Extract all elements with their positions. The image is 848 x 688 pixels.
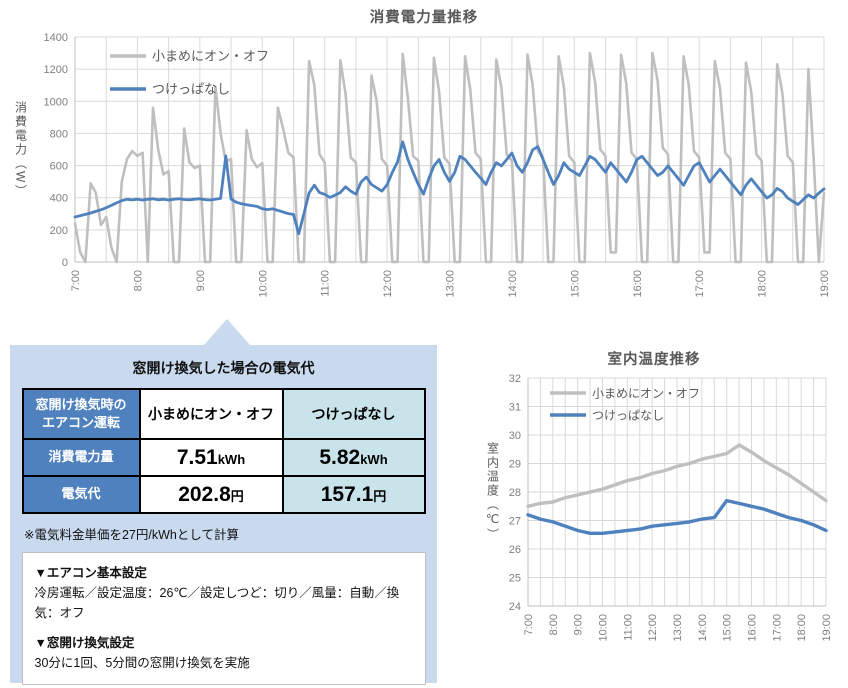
series-line-1 bbox=[73, 140, 826, 236]
svg-text:11:00: 11:00 bbox=[320, 270, 332, 297]
svg-text:0: 0 bbox=[62, 257, 68, 269]
svg-text:31: 31 bbox=[509, 402, 521, 414]
svg-text:14:00: 14:00 bbox=[507, 270, 519, 298]
svg-text:10:00: 10:00 bbox=[257, 270, 269, 298]
svg-text:18:00: 18:00 bbox=[757, 270, 769, 298]
temp-chart-y-axis-label: 室内温度（℃） bbox=[485, 442, 500, 542]
legend-label-1: つけっぱなし bbox=[152, 82, 230, 97]
svg-text:15:00: 15:00 bbox=[722, 614, 734, 642]
power-amount-row: 消費電力量 7.51kWh 5.82kWh bbox=[21, 438, 426, 477]
callout-pointer-icon bbox=[204, 319, 250, 345]
column-header-onoff: 小まめにオン・オフ bbox=[138, 388, 284, 440]
svg-text:12:00: 12:00 bbox=[647, 614, 659, 642]
svg-text:1200: 1200 bbox=[44, 64, 68, 76]
window-ventilation-settings: ▼窓開け換気設定 30分に1回、5分間の窓開け換気を実施 bbox=[34, 636, 250, 670]
svg-text:1000: 1000 bbox=[44, 96, 68, 108]
svg-text:7:00: 7:00 bbox=[70, 270, 82, 291]
cost-onoff: 202.8円 bbox=[138, 475, 284, 514]
unit-price-note: ※電気料金単価を27円/kWhとして計算 bbox=[24, 528, 239, 542]
svg-text:27: 27 bbox=[509, 516, 521, 528]
row-label-cost: 電気代 bbox=[21, 475, 141, 514]
cost-on: 157.1円 bbox=[281, 475, 426, 514]
svg-text:19:00: 19:00 bbox=[821, 614, 833, 642]
svg-text:19:00: 19:00 bbox=[819, 270, 831, 298]
svg-text:10:00: 10:00 bbox=[598, 614, 610, 642]
svg-text:7:00: 7:00 bbox=[523, 614, 535, 635]
axis-tick-labels: 0 200 400 600 800 1000 1200 1400 7:00 8:00 9:00 10:… bbox=[44, 32, 831, 298]
column-header-on: つけっぱなし bbox=[281, 388, 426, 440]
cost-panel-title: 窓開け換気した場合の電気代 bbox=[132, 360, 315, 376]
svg-text:1400: 1400 bbox=[44, 32, 68, 44]
svg-text:16:00: 16:00 bbox=[747, 614, 759, 642]
legend-label-0: 小まめにオン・オフ bbox=[152, 49, 269, 64]
cost-table-header-row: 窓開け換気時の エアコン運転 小まめにオン・オフ つけっぱなし bbox=[21, 388, 426, 440]
axes bbox=[527, 378, 826, 607]
settings-box: ▼エアコン基本設定 冷房運転／設定温度：26℃／設定しつど：切り／風量：自動／換… bbox=[21, 552, 426, 685]
svg-text:9:00: 9:00 bbox=[573, 614, 585, 635]
svg-text:28: 28 bbox=[509, 487, 521, 499]
svg-text:400: 400 bbox=[50, 193, 68, 205]
svg-text:16:00: 16:00 bbox=[632, 270, 644, 298]
power-amount-onoff: 7.51kWh bbox=[138, 438, 284, 477]
series-line-0 bbox=[73, 51, 826, 264]
svg-text:13:00: 13:00 bbox=[445, 270, 457, 298]
svg-text:14:00: 14:00 bbox=[697, 614, 709, 642]
svg-text:8:00: 8:00 bbox=[132, 270, 144, 291]
power-chart-y-axis-label: 消費電力（W） bbox=[13, 100, 28, 199]
power-consumption-chart: 消費電力量推移 消費電力（W） 0 200 400 600 800 1000 1200 140… bbox=[0, 0, 848, 335]
electricity-cost-panel: 窓開け換気した場合の電気代 窓開け換気時の エアコン運転 小まめにオン・オフ つ… bbox=[10, 319, 437, 685]
row-label-power: 消費電力量 bbox=[21, 438, 141, 477]
axis-tick-labels: 24 25 26 27 28 29 30 31 32 7:00 8:00 9:00 10:00 11:00… bbox=[509, 373, 833, 642]
power-amount-on: 5.82kWh bbox=[281, 438, 426, 477]
temp-chart-plot: 24 25 26 27 28 29 30 31 32 7:00 8:00 9:00 10:00 11:00… bbox=[509, 373, 833, 642]
svg-text:600: 600 bbox=[50, 161, 68, 173]
svg-text:17:00: 17:00 bbox=[771, 614, 783, 642]
svg-text:200: 200 bbox=[50, 225, 68, 237]
svg-text:29: 29 bbox=[509, 459, 521, 471]
aircon-basic-settings: ▼エアコン基本設定 冷房運転／設定温度：26℃／設定しつど：切り／風量：自動／換… bbox=[34, 566, 400, 620]
power-chart-title: 消費電力量推移 bbox=[369, 10, 479, 26]
svg-text:15:00: 15:00 bbox=[569, 270, 581, 298]
cost-table: 窓開け換気時の エアコン運転 小まめにオン・オフ つけっぱなし 消費電力量 7.… bbox=[21, 388, 426, 514]
svg-text:800: 800 bbox=[50, 128, 68, 140]
svg-text:9:00: 9:00 bbox=[195, 270, 207, 291]
series-line-1 bbox=[526, 498, 828, 536]
svg-text:18:00: 18:00 bbox=[796, 614, 808, 642]
svg-text:32: 32 bbox=[509, 373, 521, 385]
svg-text:11:00: 11:00 bbox=[622, 614, 634, 641]
room-temperature-chart: 室内温度推移 室内温度（℃） 24 25 26 27 28 29 30 31 32 7:00 8:0… bbox=[460, 340, 848, 688]
legend-label-1: つけっぱなし bbox=[592, 409, 664, 423]
svg-text:13:00: 13:00 bbox=[672, 614, 684, 642]
corner-header-cell: 窓開け換気時の エアコン運転 bbox=[21, 388, 141, 440]
svg-text:8:00: 8:00 bbox=[548, 614, 560, 635]
svg-text:24: 24 bbox=[509, 601, 521, 613]
svg-text:25: 25 bbox=[509, 573, 521, 585]
temp-chart-title: 室内温度推移 bbox=[607, 352, 701, 368]
svg-text:17:00: 17:00 bbox=[694, 270, 706, 298]
svg-text:30: 30 bbox=[509, 430, 521, 442]
cost-row: 電気代 202.8円 157.1円 bbox=[21, 475, 426, 514]
gridlines bbox=[527, 377, 827, 607]
svg-text:26: 26 bbox=[509, 544, 521, 556]
series-line-0 bbox=[526, 443, 828, 509]
legend-label-0: 小まめにオン・オフ bbox=[592, 387, 700, 401]
power-chart-plot: 0 200 400 600 800 1000 1200 1400 7:00 8:00 9:00 10:… bbox=[44, 32, 831, 298]
svg-text:12:00: 12:00 bbox=[382, 270, 394, 298]
